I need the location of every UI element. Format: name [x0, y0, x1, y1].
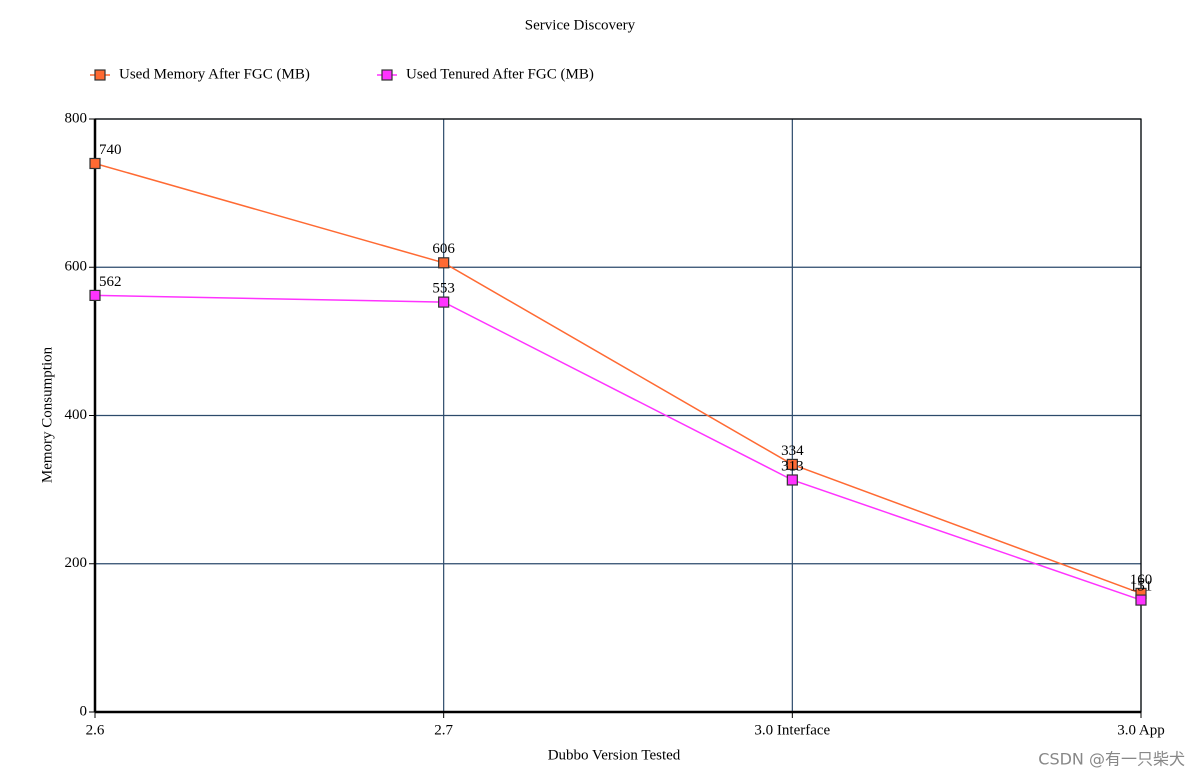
legend-label: Used Memory After FGC (MB): [119, 66, 310, 82]
x-tick-label: 3.0 Interface: [754, 722, 830, 738]
x-tick-label: 2.7: [434, 722, 453, 738]
data-point: [786, 458, 798, 471]
y-tick-label: 800: [65, 110, 88, 126]
legend-label: Used Tenured After FGC (MB): [406, 66, 594, 82]
watermark: CSDN @有一只柴犬: [1038, 750, 1185, 769]
data-point: [1135, 594, 1147, 606]
data-label: 334: [781, 443, 804, 459]
data-point: [89, 157, 101, 170]
y-tick-label: 400: [65, 407, 88, 423]
chart-title: Service Discovery: [525, 17, 636, 33]
data-label: 606: [432, 241, 455, 257]
data-point: [438, 296, 450, 308]
x-tick-label: 2.6: [86, 722, 105, 738]
x-tick-label: 3.0 App: [1117, 722, 1165, 738]
legend-marker: [94, 69, 106, 81]
data-point: [786, 474, 798, 486]
data-label: 313: [781, 458, 804, 474]
data-point: [438, 257, 450, 269]
series-line: [94, 294, 1142, 601]
x-axis-label: Dubbo Version Tested: [548, 747, 681, 763]
data-point: [89, 289, 101, 302]
y-tick-label: 0: [80, 703, 88, 719]
data-label: 160: [1130, 572, 1153, 588]
y-tick-label: 200: [65, 555, 88, 571]
y-tick-label: 600: [65, 259, 88, 275]
series-line: [94, 162, 1142, 595]
data-label: 553: [432, 281, 455, 297]
data-label: 562: [99, 274, 122, 290]
y-axis-label: Memory Consumption: [39, 346, 55, 483]
data-label: 740: [99, 142, 122, 158]
data-label: 151: [1130, 579, 1153, 595]
legend-marker: [381, 69, 393, 81]
